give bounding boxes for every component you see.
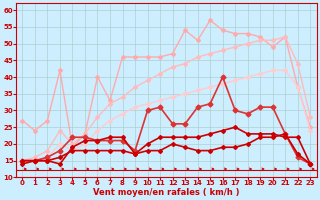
X-axis label: Vent moyen/en rafales ( km/h ): Vent moyen/en rafales ( km/h ) xyxy=(93,188,240,197)
